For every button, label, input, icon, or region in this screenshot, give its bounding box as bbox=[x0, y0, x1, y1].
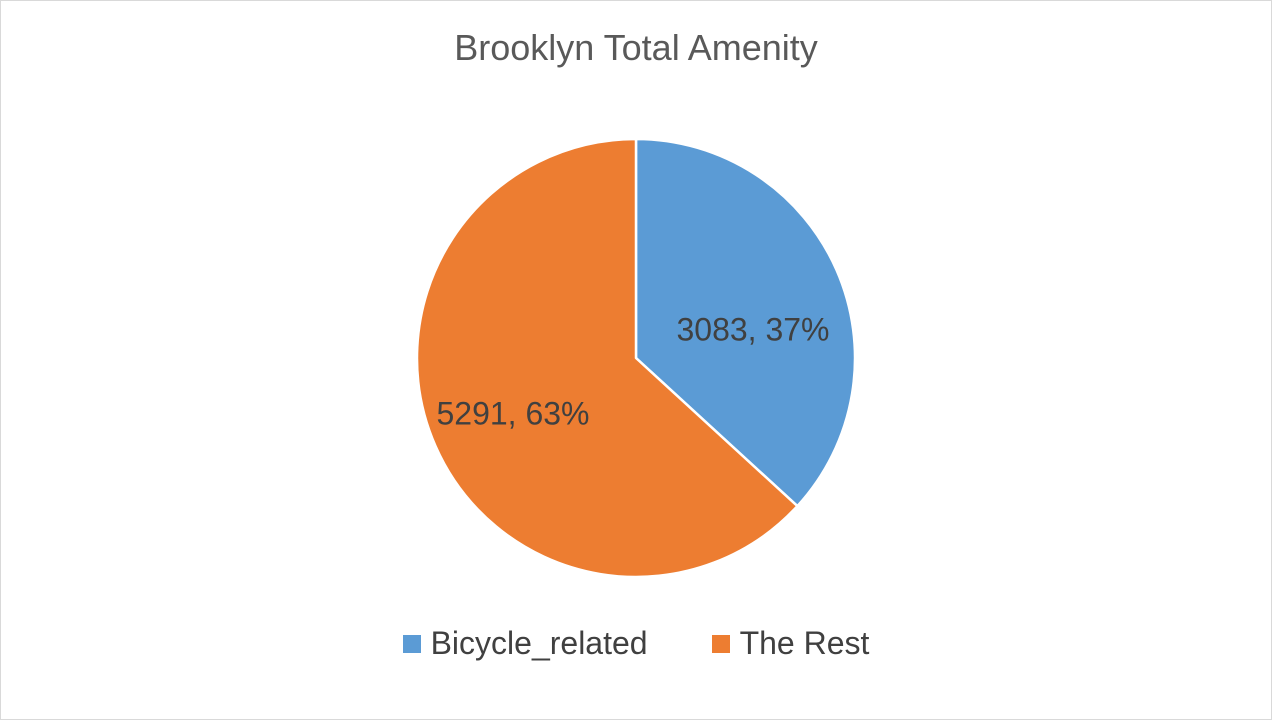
legend-label-the-rest: The Rest bbox=[739, 625, 870, 661]
pie-slice-bicycle-related bbox=[634, 137, 857, 508]
legend-label-bicycle-related: Bicycle_related bbox=[430, 625, 648, 661]
legend-item-the-rest: The Rest bbox=[711, 625, 870, 662]
data-label-bicycle-related: 3083, 37% bbox=[676, 311, 829, 347]
chart-title: Brooklyn Total Amenity bbox=[454, 27, 818, 68]
legend-item-bicycle-related: Bicycle_related bbox=[402, 625, 648, 662]
legend-swatch-bicycle-related bbox=[402, 634, 421, 653]
data-label-the-rest: 5291, 63% bbox=[436, 395, 589, 431]
legend: Bicycle_related The Rest bbox=[1, 625, 1271, 662]
pie-slice-the-rest bbox=[415, 137, 799, 579]
legend-swatch-the-rest bbox=[711, 634, 730, 653]
